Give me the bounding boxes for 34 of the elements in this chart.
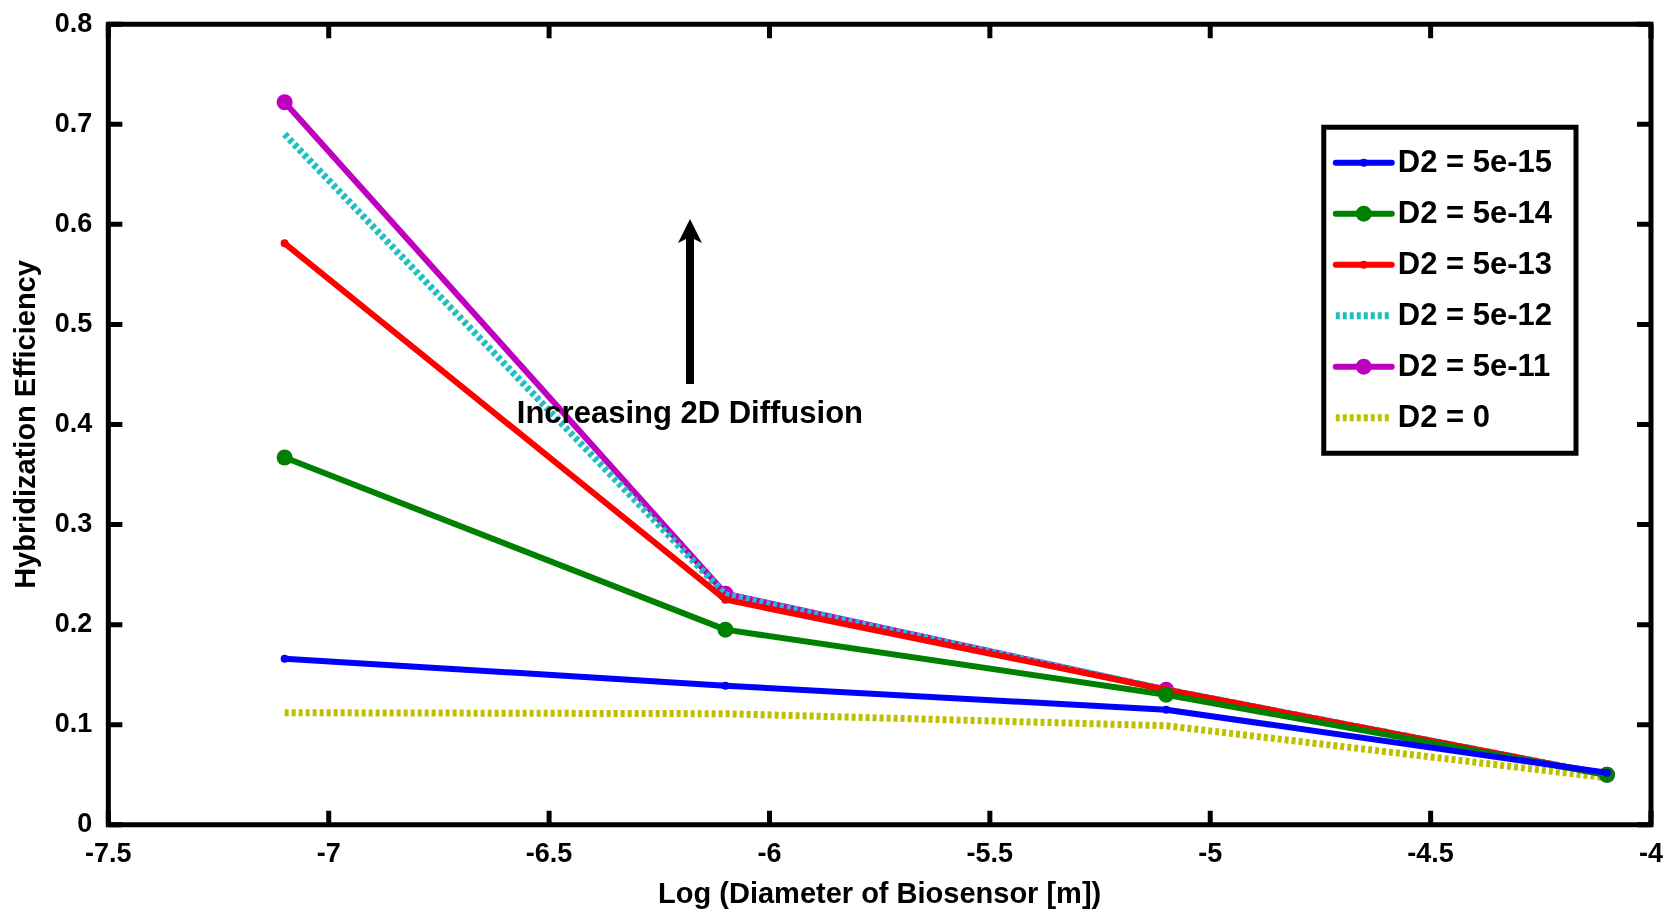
legend-label: D2 = 5e-15 — [1397, 144, 1553, 180]
y-tick-label: 0.1 — [54, 708, 93, 739]
legend-label: D2 = 5e-12 — [1397, 297, 1553, 333]
point — [280, 239, 289, 248]
point — [1162, 705, 1171, 714]
y-tick-label: 0.7 — [54, 107, 93, 138]
y-tick-label: 0.2 — [54, 608, 93, 639]
legend-label: D2 = 5e-11 — [1397, 348, 1551, 384]
x-axis-title: Log (Diameter of Biosensor [m]) — [658, 876, 1102, 909]
x-tick-label: -7.5 — [85, 838, 132, 869]
y-tick-label: 0.4 — [54, 407, 93, 438]
x-tick-label: -7 — [316, 838, 341, 869]
x-tick-label: -6 — [757, 838, 782, 869]
y-tick-label: 0.5 — [54, 307, 93, 338]
legend-label: D2 = 0 — [1397, 399, 1490, 435]
legend-label: D2 = 5e-14 — [1397, 195, 1553, 231]
point — [1158, 686, 1175, 703]
point — [721, 681, 730, 690]
point — [721, 595, 730, 604]
x-tick-label: -4.5 — [1407, 838, 1454, 869]
y-tick-label: 0 — [77, 808, 93, 839]
point — [276, 94, 293, 111]
x-tick-label: -4 — [1638, 838, 1664, 869]
y-tick-label: 0.6 — [54, 207, 93, 238]
x-tick-label: -5 — [1198, 838, 1223, 869]
x-tick-label: -5.5 — [966, 838, 1014, 869]
y-tick-label: 0.3 — [54, 508, 93, 539]
legend-label: D2 = 5e-13 — [1397, 246, 1553, 282]
point — [717, 621, 734, 638]
y-axis-title: Hybridization Efficiency — [9, 260, 42, 589]
x-tick-label: -6.5 — [525, 838, 573, 869]
point — [280, 654, 289, 663]
point — [276, 449, 293, 466]
y-tick-label: 0.8 — [54, 7, 93, 38]
